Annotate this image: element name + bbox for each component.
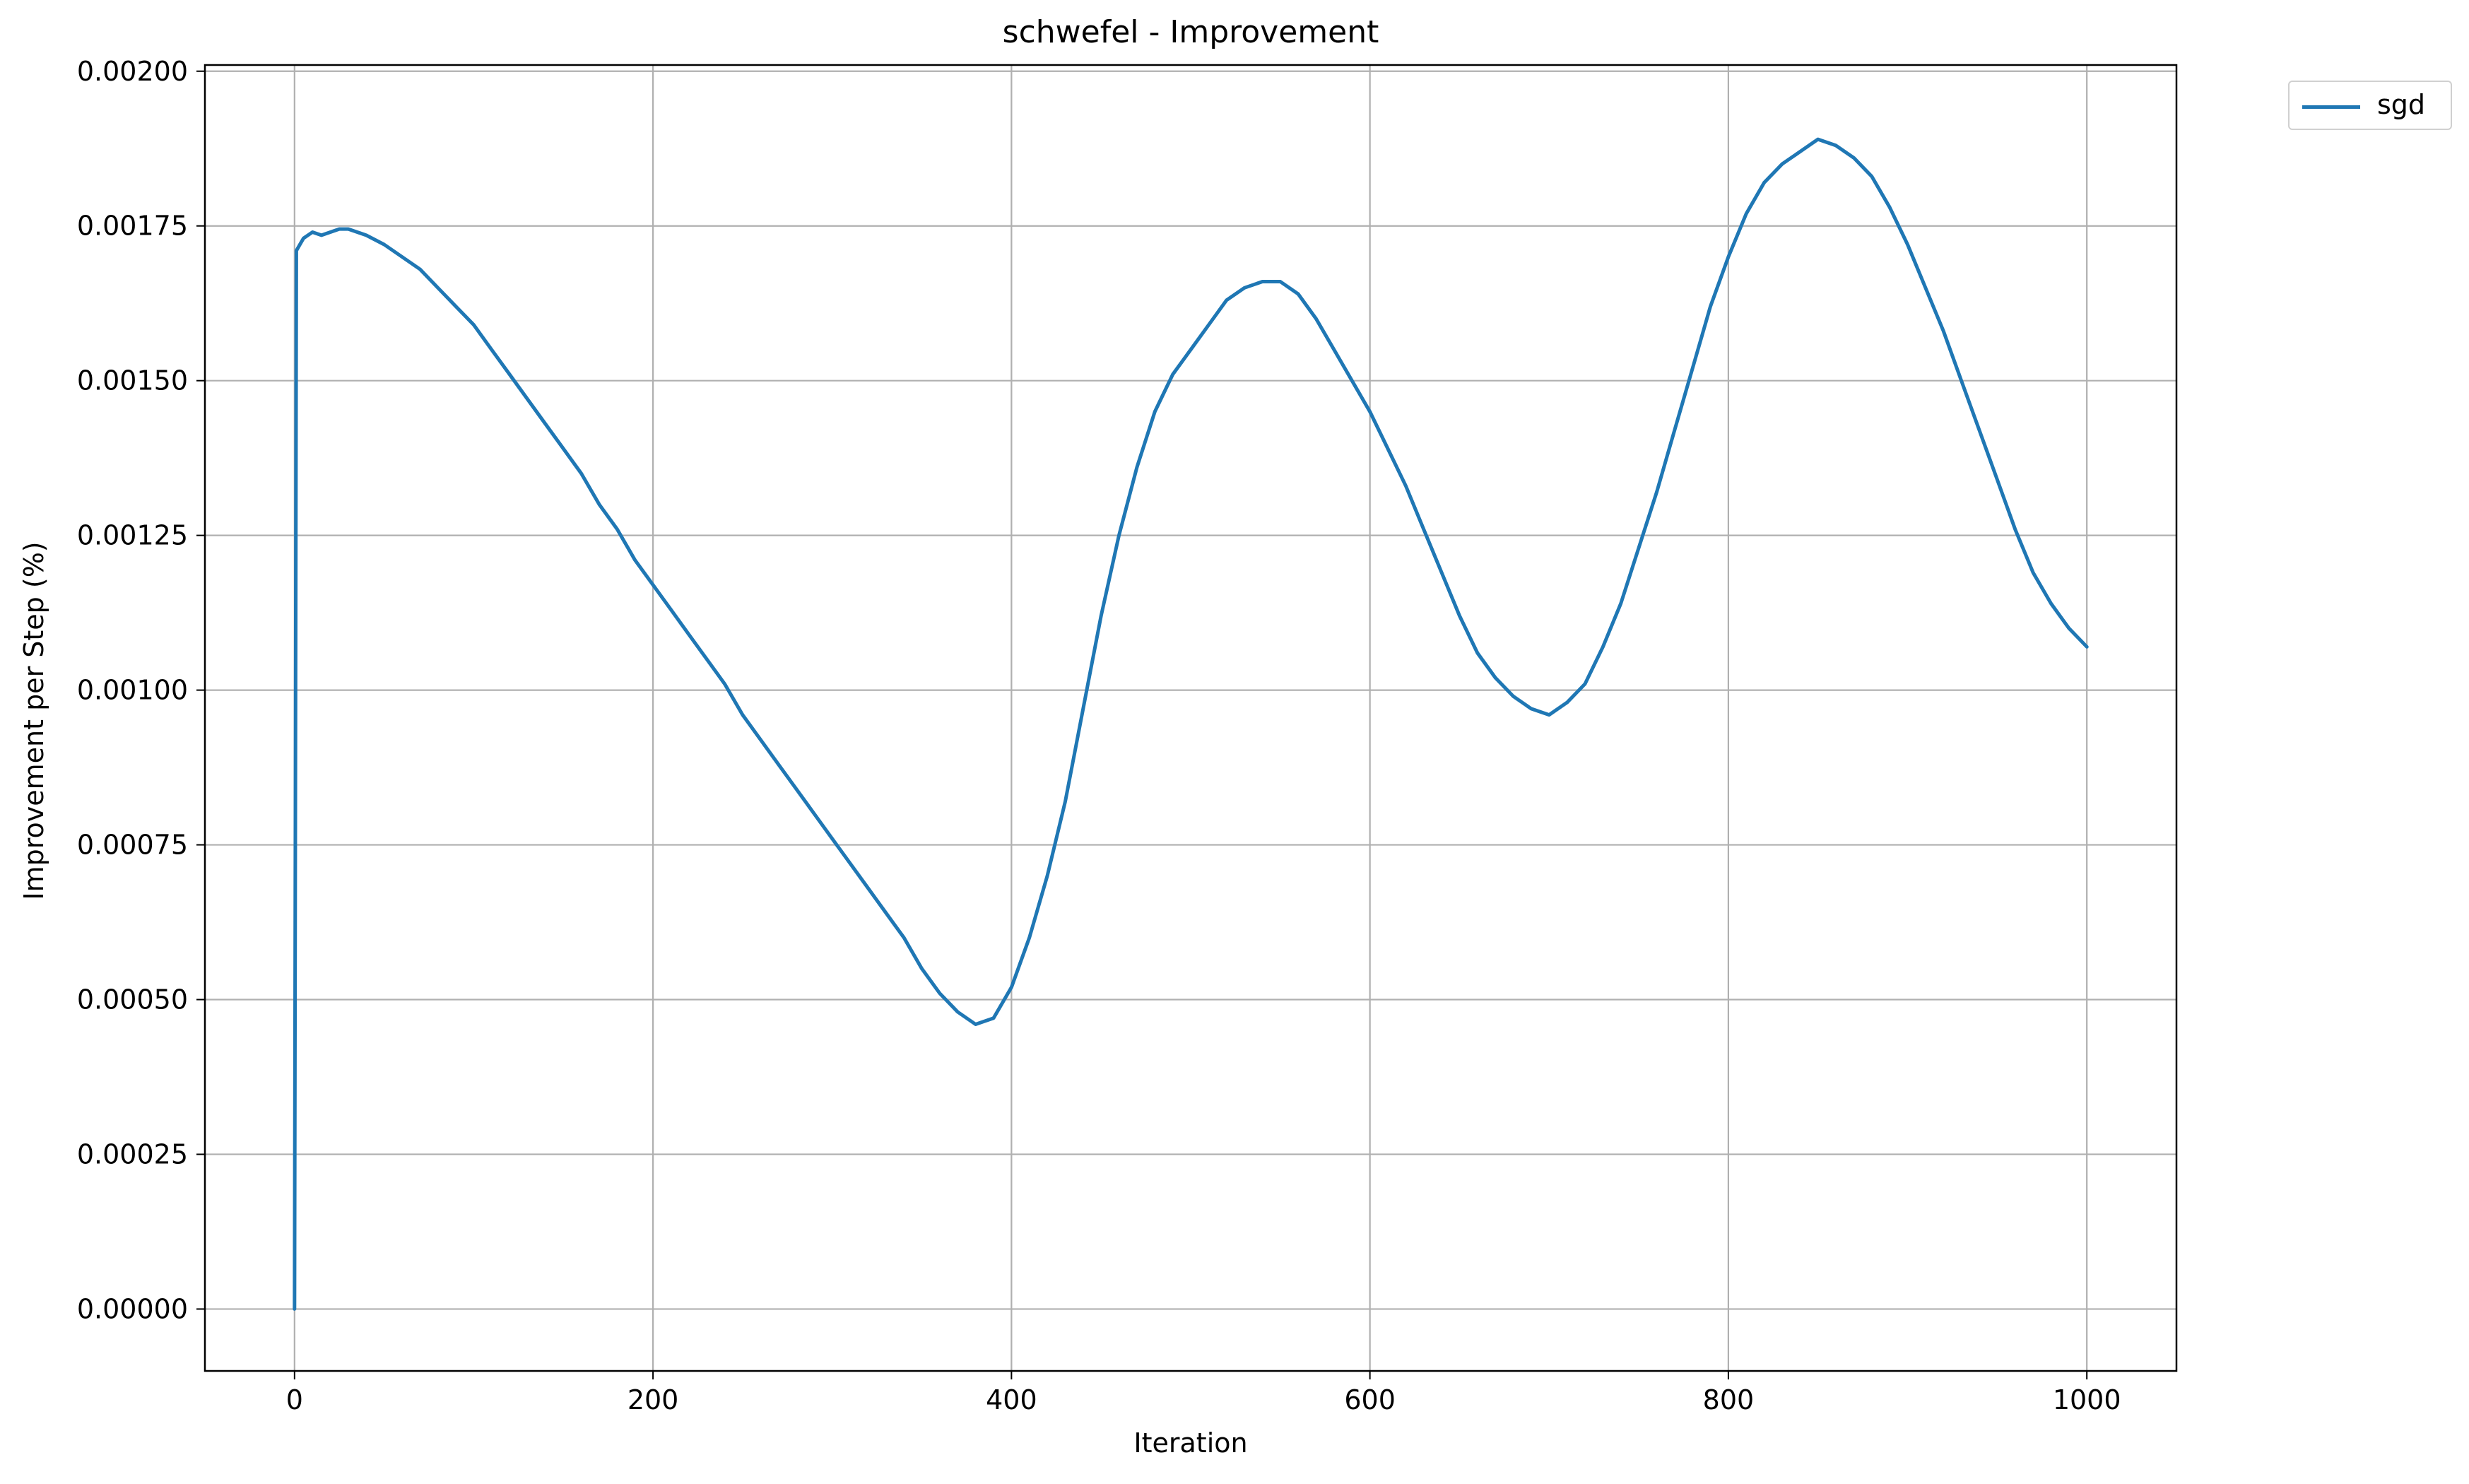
x-tick-label: 0 — [286, 1384, 303, 1415]
legend: sgd — [2288, 81, 2452, 130]
y-tick-label: 0.00050 — [77, 984, 188, 1015]
legend-label-sgd: sgd — [2377, 89, 2426, 120]
x-tick-label: 800 — [1703, 1384, 1755, 1415]
x-tick-label: 1000 — [2053, 1384, 2121, 1415]
chart-title: schwefel - Improvement — [1002, 14, 1379, 50]
x-tick-label: 600 — [1344, 1384, 1396, 1415]
x-axis-label: Iteration — [1133, 1427, 1248, 1459]
axes-frame — [204, 64, 2178, 1372]
series-line-sgd — [293, 137, 2089, 1311]
series-layer — [293, 137, 2089, 1311]
grid-lines — [205, 65, 2176, 1371]
y-tick-label: 0.00075 — [77, 830, 188, 861]
y-tick-label: 0.00025 — [77, 1138, 188, 1170]
axis-ticks: 0 200 400 600 800 1000 0.00000 0.00025 0.00050 0.… — [77, 56, 2121, 1415]
legend-swatch-sgd — [2302, 105, 2360, 109]
y-tick-label: 0.00175 — [77, 211, 188, 242]
x-tick-label: 200 — [627, 1384, 679, 1415]
x-tick-label: 400 — [986, 1384, 1037, 1415]
y-axis-label: Improvement per Step (%) — [18, 541, 49, 900]
y-tick-label: 0.00125 — [77, 520, 188, 551]
y-tick-label: 0.00200 — [77, 56, 188, 87]
y-tick-label: 0.00150 — [77, 365, 188, 396]
y-tick-label: 0.00100 — [77, 675, 188, 706]
y-tick-label: 0.00000 — [77, 1293, 188, 1324]
